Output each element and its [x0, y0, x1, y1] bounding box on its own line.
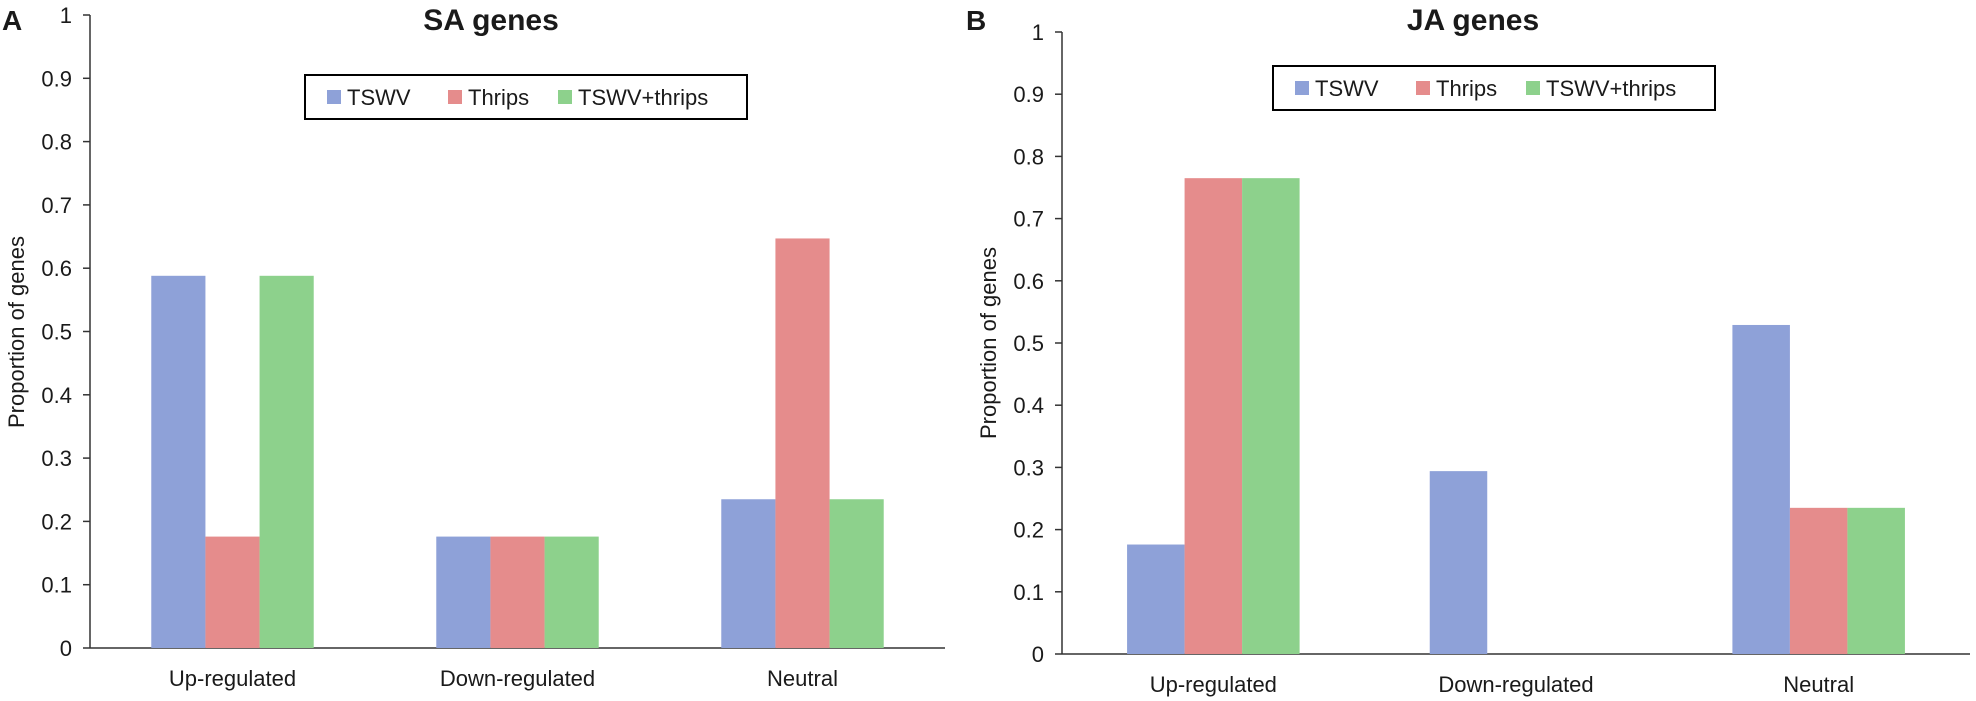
category-label-a: Neutral — [767, 666, 838, 691]
y-tick-label-a: 0.3 — [41, 446, 72, 471]
y-tick-label-a: 0.6 — [41, 256, 72, 281]
panel-b: B JA genes Proportion of genes 0 0.1 0.2 0.… — [966, 4, 1970, 697]
category-label-b: Down-regulated — [1438, 672, 1593, 697]
y-tick-label-b: 0.2 — [1013, 518, 1044, 543]
bar-b — [1127, 544, 1185, 654]
legend-label-a: Thrips — [468, 85, 529, 110]
category-label-b: Up-regulated — [1150, 672, 1277, 697]
panel-a: A SA genes Proportion of genes 0 0.1 0.2 0.… — [2, 3, 945, 691]
y-tick-label-b: 0.1 — [1013, 580, 1044, 605]
legend-swatch-b — [1416, 81, 1430, 95]
legend-label-b: TSWV+thrips — [1546, 76, 1676, 101]
y-tick-label-a: 0.9 — [41, 66, 72, 91]
legend-swatch-b — [1295, 81, 1309, 95]
y-tick-label-a: 0.7 — [41, 193, 72, 218]
bar-b — [1847, 507, 1905, 654]
legend-label-b: Thrips — [1436, 76, 1497, 101]
y-tick-label-a: 0.8 — [41, 130, 72, 155]
bar-a — [259, 275, 314, 648]
y-tick-label-a: 0.5 — [41, 320, 72, 345]
bar-b — [1429, 471, 1488, 654]
y-tick-label-a: 0.2 — [41, 509, 72, 534]
legend-box-a — [304, 74, 748, 120]
legend-box-b — [1272, 65, 1716, 111]
bar-a — [490, 536, 545, 648]
bar-b — [1789, 507, 1848, 654]
y-tick-label-a: 0 — [60, 636, 72, 661]
bar-a — [721, 499, 776, 648]
y-tick-label-a: 0.4 — [41, 383, 72, 408]
legend-label-b: TSWV — [1315, 76, 1379, 101]
bar-a — [544, 536, 599, 648]
category-label-b: Neutral — [1783, 672, 1854, 697]
legend-swatch-a — [448, 90, 462, 104]
y-tick-label-b: 0.6 — [1013, 269, 1044, 294]
bar-a — [205, 536, 260, 648]
y-tick-label-b: 0.7 — [1013, 207, 1044, 232]
bar-a — [436, 536, 491, 648]
y-axis-label-b: Proportion of genes — [976, 247, 1001, 439]
bar-b — [1242, 178, 1300, 655]
bar-b — [1732, 324, 1790, 654]
category-label-a: Up-regulated — [169, 666, 296, 691]
category-label-a: Down-regulated — [440, 666, 595, 691]
legend-swatch-a — [558, 90, 572, 104]
y-tick-label-b: 0.5 — [1013, 331, 1044, 356]
panel-letter-a: A — [2, 5, 22, 36]
legend-label-a: TSWV — [347, 85, 411, 110]
y-tick-label-a: 1 — [60, 3, 72, 28]
bar-b — [1184, 178, 1243, 655]
panel-letter-b: B — [966, 5, 986, 36]
legend-swatch-b — [1526, 81, 1540, 95]
bar-a — [775, 238, 830, 648]
y-tick-label-a: 0.1 — [41, 573, 72, 598]
bar-a — [829, 499, 884, 648]
y-tick-label-b: 0.8 — [1013, 144, 1044, 169]
y-tick-label-b: 0 — [1032, 642, 1044, 667]
legend-label-a: TSWV+thrips — [578, 85, 708, 110]
chart-title-a: SA genes — [423, 4, 559, 37]
bar-a — [151, 275, 206, 648]
y-tick-label-b: 0.9 — [1013, 82, 1044, 107]
legend-swatch-a — [327, 90, 341, 104]
y-axis-label-a: Proportion of genes — [4, 236, 29, 428]
chart-title-b: JA genes — [1407, 4, 1539, 37]
y-tick-label-b: 0.4 — [1013, 393, 1044, 418]
y-tick-label-b: 0.3 — [1013, 455, 1044, 480]
y-tick-label-b: 1 — [1032, 20, 1044, 45]
